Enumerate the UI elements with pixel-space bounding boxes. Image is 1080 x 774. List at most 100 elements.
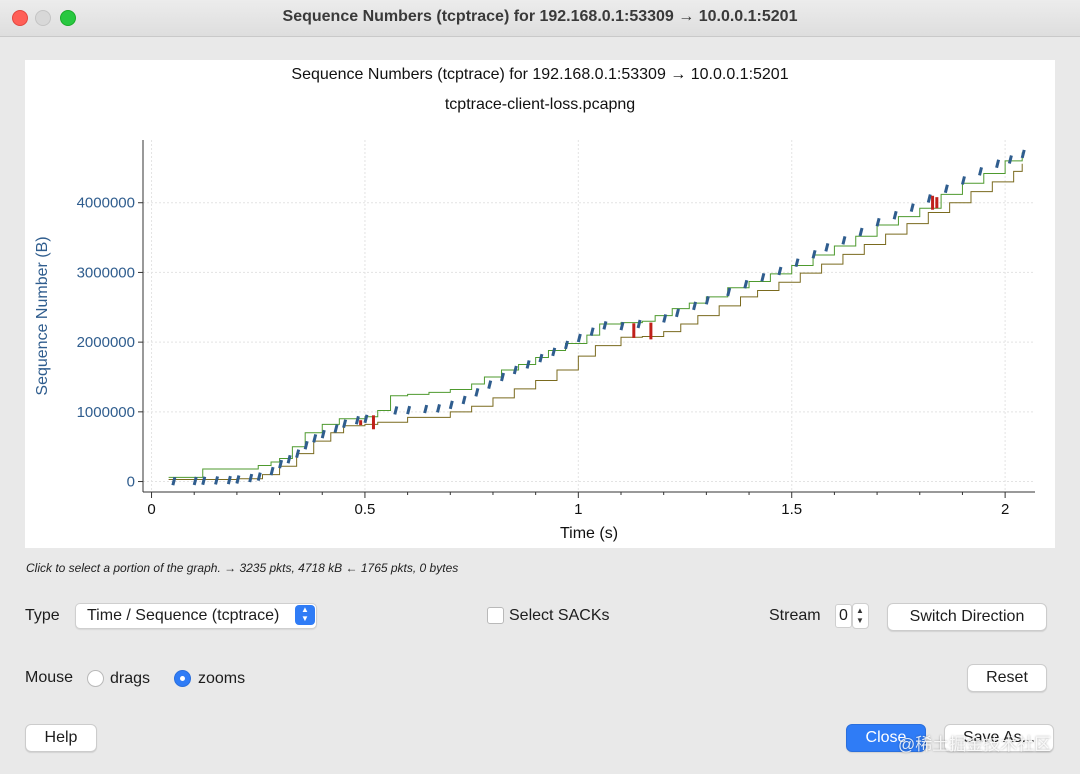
y-tick-label: 4000000 — [77, 195, 135, 212]
segment-mark — [777, 266, 783, 276]
x-axis-label: Time (s) — [560, 525, 618, 542]
close-button[interactable]: Close — [846, 724, 926, 752]
reset-button[interactable]: Reset — [967, 664, 1047, 692]
segment-mark — [525, 360, 531, 369]
graph-title: Sequence Numbers (tcptrace) for 192.168.… — [291, 66, 789, 83]
graph-hint: Click to select a portion of the graph. … — [26, 561, 459, 575]
segment-mark — [960, 176, 966, 185]
ack-line — [168, 163, 1023, 480]
graph-type-select[interactable]: Time / Sequence (tcptrace) ▲ ▼ — [75, 603, 317, 629]
segment-mark — [278, 459, 284, 469]
segment-mark — [500, 372, 505, 382]
segment-mark — [269, 466, 275, 476]
segment-mark — [995, 159, 1001, 169]
segment-mark — [354, 415, 360, 425]
x-tick-label: 1.5 — [781, 501, 802, 518]
stream-input[interactable]: 0 — [835, 604, 852, 628]
chevron-updown-icon: ▲ ▼ — [295, 605, 315, 625]
segment-mark — [303, 440, 309, 450]
segment-mark — [192, 476, 198, 486]
select-sacks-label[interactable]: Select SACKs — [509, 607, 610, 624]
segment-mark — [926, 194, 932, 203]
graph-subtitle: tcptrace-client-loss.pcapng — [444, 96, 636, 113]
chevron-up-icon[interactable]: ▲ — [856, 606, 864, 615]
graph-panel[interactable]: Sequence Numbers (tcptrace) for 192.168.… — [25, 60, 1055, 548]
segment-mark — [342, 419, 348, 429]
segment-mark — [576, 333, 582, 343]
segment-mark — [978, 167, 983, 176]
mouse-label: Mouse — [25, 669, 74, 686]
segment-mark — [662, 314, 668, 323]
help-button[interactable]: Help — [25, 724, 97, 752]
select-sacks-checkbox[interactable] — [487, 607, 504, 624]
segment-mark — [256, 472, 262, 482]
save-as-button[interactable]: Save As... — [944, 724, 1054, 752]
y-tick-label: 0 — [127, 474, 135, 491]
segment-mark — [909, 203, 915, 212]
segment-mark — [892, 210, 898, 220]
switch-direction-button[interactable]: Switch Direction — [887, 603, 1047, 631]
segment-mark — [226, 475, 232, 485]
segment-mark — [201, 476, 207, 486]
segment-mark — [875, 217, 881, 227]
segment-mark — [312, 433, 318, 443]
mouse-zooms-radio[interactable] — [174, 670, 191, 687]
segment-mark — [448, 400, 454, 410]
segment-mark — [794, 258, 800, 268]
segment-mark — [214, 476, 220, 485]
segment-mark — [423, 404, 429, 414]
segment-mark — [743, 279, 749, 289]
segment-mark — [841, 236, 847, 245]
segment-mark — [320, 429, 326, 439]
segment-mark — [943, 184, 949, 194]
segment-mark — [363, 414, 369, 424]
segment-mark — [235, 475, 241, 484]
segment-mark — [824, 242, 830, 252]
segment-mark — [295, 449, 301, 459]
segment-mark — [760, 272, 766, 282]
segment-mark — [406, 405, 412, 415]
segment-mark — [538, 353, 544, 363]
watermark-text: @稀土掘金技术社区 — [898, 735, 1052, 754]
segment-mark — [1020, 149, 1026, 159]
x-tick-label: 1 — [574, 501, 582, 518]
segment-mark — [704, 295, 710, 305]
window-titlebar: Sequence Numbers (tcptrace) for 192.168.… — [0, 0, 1080, 37]
mouse-zooms-label[interactable]: zooms — [198, 670, 246, 687]
segment-mark — [589, 327, 595, 337]
segment-mark — [619, 321, 625, 331]
segment-mark — [512, 365, 518, 375]
segment-mark — [436, 403, 441, 413]
segment-mark — [692, 301, 698, 311]
type-label: Type — [25, 607, 60, 624]
segment-mark — [248, 473, 254, 483]
segment-mark — [564, 340, 569, 350]
segment-mark — [333, 424, 339, 433]
stream-stepper[interactable]: ▲ ▼ — [852, 603, 869, 629]
stream-label: Stream — [769, 607, 821, 624]
graph-type-value: Time / Sequence (tcptrace) — [87, 607, 280, 624]
segment-mark — [858, 227, 864, 237]
window-title: Sequence Numbers (tcptrace) for 192.168.… — [282, 8, 798, 25]
minimize-window-icon[interactable] — [35, 10, 51, 26]
chevron-down-icon[interactable]: ▼ — [856, 616, 864, 625]
y-tick-label: 1000000 — [77, 404, 135, 421]
segment-mark — [487, 380, 493, 390]
segment-mark — [726, 287, 732, 297]
close-window-icon[interactable] — [12, 10, 28, 26]
segment-mark — [393, 406, 399, 415]
zoom-window-icon[interactable] — [60, 10, 76, 26]
x-tick-label: 0 — [147, 501, 155, 518]
y-axis-label: Sequence Number (B) — [34, 236, 51, 395]
mouse-drags-radio[interactable] — [87, 670, 104, 687]
receive-window-line — [168, 152, 1023, 478]
segment-mark — [602, 321, 608, 330]
segment-mark — [171, 476, 177, 486]
segment-mark — [1007, 155, 1013, 164]
segment-mark — [811, 249, 817, 259]
mouse-drags-label[interactable]: drags — [110, 670, 151, 687]
sequence-chart[interactable]: 0 1000000 2000000 3000000 4000000 0 0.5 1 1.5 2 Ti… — [25, 60, 1055, 548]
y-tick-label: 2000000 — [77, 334, 135, 351]
segment-mark — [636, 319, 642, 329]
x-tick-label: 2 — [1001, 501, 1009, 518]
